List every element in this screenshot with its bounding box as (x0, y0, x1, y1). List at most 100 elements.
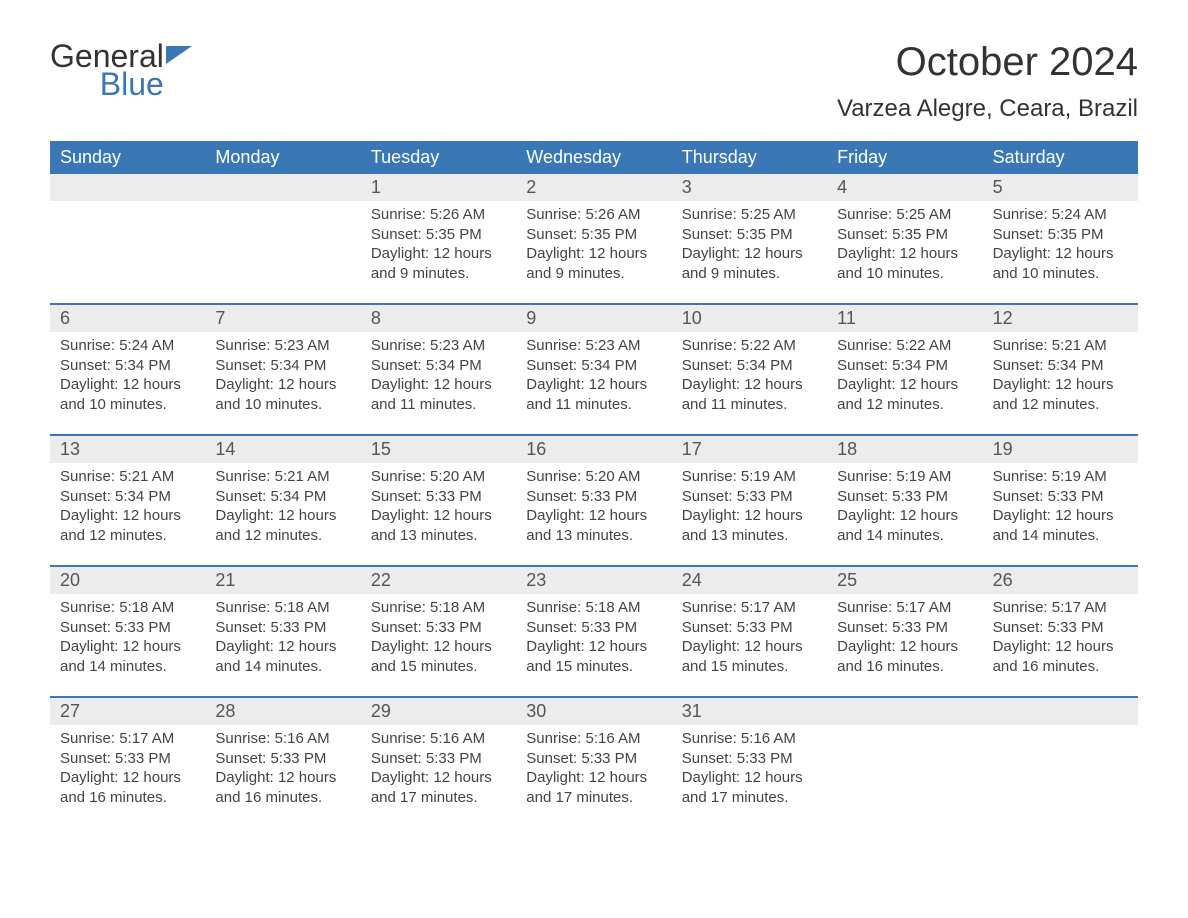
week-block: 6789101112Sunrise: 5:24 AMSunset: 5:34 P… (50, 303, 1138, 434)
day-cell: Sunrise: 5:23 AMSunset: 5:34 PMDaylight:… (361, 332, 516, 434)
day-of-week-header: Sunday Monday Tuesday Wednesday Thursday… (50, 141, 1138, 174)
day-cell: Sunrise: 5:21 AMSunset: 5:34 PMDaylight:… (205, 463, 360, 565)
sunset-text: Sunset: 5:33 PM (682, 487, 817, 507)
weeks-container: 12345Sunrise: 5:26 AMSunset: 5:35 PMDayl… (50, 174, 1138, 827)
daylight-text: Daylight: 12 hours and 14 minutes. (215, 637, 350, 676)
week-block: 13141516171819Sunrise: 5:21 AMSunset: 5:… (50, 434, 1138, 565)
dow-monday: Monday (205, 141, 360, 174)
dow-tuesday: Tuesday (361, 141, 516, 174)
daylight-text: Daylight: 12 hours and 10 minutes. (993, 244, 1128, 283)
sunrise-text: Sunrise: 5:18 AM (526, 598, 661, 618)
logo: General Blue (50, 40, 192, 100)
day-number (983, 698, 1138, 725)
sunrise-text: Sunrise: 5:21 AM (215, 467, 350, 487)
day-number-row: 6789101112 (50, 305, 1138, 332)
sunset-text: Sunset: 5:35 PM (993, 225, 1128, 245)
sunset-text: Sunset: 5:33 PM (371, 618, 506, 638)
sunrise-text: Sunrise: 5:16 AM (215, 729, 350, 749)
daylight-text: Daylight: 12 hours and 12 minutes. (837, 375, 972, 414)
daylight-text: Daylight: 12 hours and 13 minutes. (371, 506, 506, 545)
daylight-text: Daylight: 12 hours and 13 minutes. (682, 506, 817, 545)
sunset-text: Sunset: 5:35 PM (682, 225, 817, 245)
day-cell: Sunrise: 5:20 AMSunset: 5:33 PMDaylight:… (516, 463, 671, 565)
sunset-text: Sunset: 5:34 PM (60, 487, 195, 507)
sunrise-text: Sunrise: 5:19 AM (682, 467, 817, 487)
header: General Blue October 2024 Varzea Alegre,… (50, 40, 1138, 123)
day-cell: Sunrise: 5:21 AMSunset: 5:34 PMDaylight:… (983, 332, 1138, 434)
day-cell: Sunrise: 5:18 AMSunset: 5:33 PMDaylight:… (50, 594, 205, 696)
day-number: 4 (827, 174, 982, 201)
daylight-text: Daylight: 12 hours and 10 minutes. (215, 375, 350, 414)
sunset-text: Sunset: 5:33 PM (60, 749, 195, 769)
day-cell: Sunrise: 5:17 AMSunset: 5:33 PMDaylight:… (50, 725, 205, 827)
sunrise-text: Sunrise: 5:21 AM (993, 336, 1128, 356)
day-number: 5 (983, 174, 1138, 201)
sunrise-text: Sunrise: 5:18 AM (371, 598, 506, 618)
location: Varzea Alegre, Ceara, Brazil (837, 95, 1138, 123)
dow-sunday: Sunday (50, 141, 205, 174)
day-number: 19 (983, 436, 1138, 463)
daylight-text: Daylight: 12 hours and 16 minutes. (837, 637, 972, 676)
sunrise-text: Sunrise: 5:23 AM (215, 336, 350, 356)
day-cell (205, 201, 360, 303)
day-number (205, 174, 360, 201)
daylight-text: Daylight: 12 hours and 9 minutes. (682, 244, 817, 283)
daylight-text: Daylight: 12 hours and 15 minutes. (371, 637, 506, 676)
day-cell: Sunrise: 5:24 AMSunset: 5:35 PMDaylight:… (983, 201, 1138, 303)
day-number: 12 (983, 305, 1138, 332)
daylight-text: Daylight: 12 hours and 12 minutes. (993, 375, 1128, 414)
sunrise-text: Sunrise: 5:16 AM (371, 729, 506, 749)
day-number: 8 (361, 305, 516, 332)
daylight-text: Daylight: 12 hours and 16 minutes. (215, 768, 350, 807)
sunset-text: Sunset: 5:34 PM (682, 356, 817, 376)
week-block: 12345Sunrise: 5:26 AMSunset: 5:35 PMDayl… (50, 174, 1138, 303)
day-number: 9 (516, 305, 671, 332)
daylight-text: Daylight: 12 hours and 16 minutes. (993, 637, 1128, 676)
daylight-text: Daylight: 12 hours and 14 minutes. (993, 506, 1128, 545)
week-block: 20212223242526Sunrise: 5:18 AMSunset: 5:… (50, 565, 1138, 696)
daylight-text: Daylight: 12 hours and 11 minutes. (371, 375, 506, 414)
daylight-text: Daylight: 12 hours and 11 minutes. (526, 375, 661, 414)
day-cell: Sunrise: 5:23 AMSunset: 5:34 PMDaylight:… (205, 332, 360, 434)
sunrise-text: Sunrise: 5:21 AM (60, 467, 195, 487)
day-number: 22 (361, 567, 516, 594)
daylight-text: Daylight: 12 hours and 17 minutes. (526, 768, 661, 807)
sunset-text: Sunset: 5:33 PM (993, 618, 1128, 638)
sunrise-text: Sunrise: 5:20 AM (526, 467, 661, 487)
day-cell: Sunrise: 5:25 AMSunset: 5:35 PMDaylight:… (827, 201, 982, 303)
month-title: October 2024 (837, 40, 1138, 85)
sunset-text: Sunset: 5:34 PM (837, 356, 972, 376)
day-number-row: 20212223242526 (50, 567, 1138, 594)
sunset-text: Sunset: 5:35 PM (371, 225, 506, 245)
sunrise-text: Sunrise: 5:19 AM (837, 467, 972, 487)
day-cell: Sunrise: 5:18 AMSunset: 5:33 PMDaylight:… (361, 594, 516, 696)
day-number: 7 (205, 305, 360, 332)
daylight-text: Daylight: 12 hours and 14 minutes. (837, 506, 972, 545)
sunset-text: Sunset: 5:33 PM (682, 749, 817, 769)
day-number: 26 (983, 567, 1138, 594)
sunrise-text: Sunrise: 5:18 AM (215, 598, 350, 618)
logo-text-block: General Blue (50, 40, 164, 100)
day-number: 17 (672, 436, 827, 463)
day-number: 1 (361, 174, 516, 201)
day-number: 10 (672, 305, 827, 332)
day-cell: Sunrise: 5:17 AMSunset: 5:33 PMDaylight:… (672, 594, 827, 696)
day-cell: Sunrise: 5:22 AMSunset: 5:34 PMDaylight:… (827, 332, 982, 434)
day-cell (50, 201, 205, 303)
daylight-text: Daylight: 12 hours and 15 minutes. (682, 637, 817, 676)
day-cell: Sunrise: 5:18 AMSunset: 5:33 PMDaylight:… (516, 594, 671, 696)
day-content-row: Sunrise: 5:21 AMSunset: 5:34 PMDaylight:… (50, 463, 1138, 565)
sunset-text: Sunset: 5:33 PM (526, 749, 661, 769)
sunrise-text: Sunrise: 5:20 AM (371, 467, 506, 487)
day-number: 27 (50, 698, 205, 725)
sunrise-text: Sunrise: 5:26 AM (526, 205, 661, 225)
sunrise-text: Sunrise: 5:24 AM (993, 205, 1128, 225)
day-cell: Sunrise: 5:18 AMSunset: 5:33 PMDaylight:… (205, 594, 360, 696)
day-cell: Sunrise: 5:17 AMSunset: 5:33 PMDaylight:… (983, 594, 1138, 696)
title-block: October 2024 Varzea Alegre, Ceara, Brazi… (837, 40, 1138, 123)
day-number-row: 2728293031 (50, 698, 1138, 725)
dow-friday: Friday (827, 141, 982, 174)
day-cell (827, 725, 982, 827)
sunset-text: Sunset: 5:34 PM (215, 487, 350, 507)
day-cell: Sunrise: 5:24 AMSunset: 5:34 PMDaylight:… (50, 332, 205, 434)
